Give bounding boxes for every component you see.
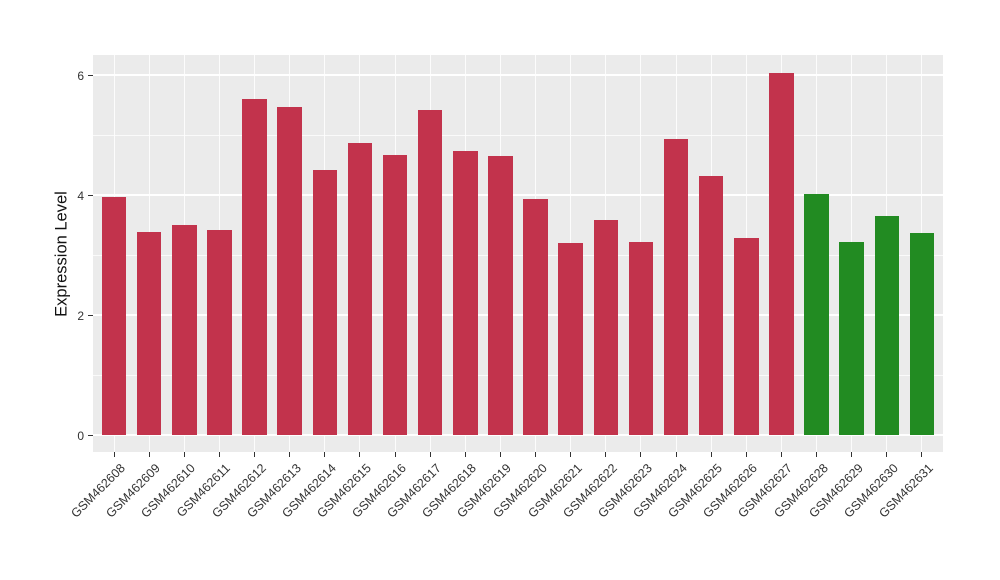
bar-GSM462608 bbox=[101, 196, 127, 435]
y-axis-title: Expression Level bbox=[52, 191, 71, 317]
x-tick-mark bbox=[359, 452, 361, 457]
bar-GSM462624 bbox=[663, 139, 689, 435]
x-tick-mark bbox=[570, 452, 572, 457]
x-tick-mark bbox=[921, 452, 923, 457]
y-tick-label: 6 bbox=[77, 69, 84, 83]
x-tick-mark bbox=[851, 452, 853, 457]
x-tick-mark bbox=[675, 452, 677, 457]
x-tick-mark bbox=[605, 452, 607, 457]
bar-GSM462621 bbox=[558, 243, 583, 435]
bar-GSM462613 bbox=[277, 106, 302, 435]
y-tick-mark bbox=[88, 75, 93, 76]
x-tick-mark bbox=[464, 452, 466, 457]
bar-GSM462620 bbox=[523, 199, 548, 435]
bar-GSM462618 bbox=[453, 151, 478, 435]
y-tick-mark bbox=[88, 315, 93, 316]
y-tick-mark bbox=[88, 435, 93, 436]
bar-GSM462631 bbox=[909, 233, 935, 435]
bar-GSM462627 bbox=[769, 72, 794, 435]
x-tick-mark bbox=[429, 452, 431, 457]
x-tick-mark bbox=[640, 452, 642, 457]
x-tick-mark bbox=[113, 452, 115, 457]
x-tick-mark bbox=[499, 452, 501, 457]
x-tick-label: GSM462631 bbox=[876, 459, 996, 521]
bar-GSM462628 bbox=[804, 193, 829, 435]
bar-GSM462623 bbox=[628, 242, 654, 435]
y-tick-label: 4 bbox=[77, 189, 84, 203]
major-gridline bbox=[93, 194, 943, 196]
bar-GSM462617 bbox=[417, 110, 443, 435]
minor-gridline bbox=[93, 255, 943, 256]
x-tick-mark bbox=[148, 452, 150, 457]
x-tick-mark bbox=[886, 452, 888, 457]
bar-GSM462614 bbox=[312, 170, 338, 435]
bar-GSM462630 bbox=[874, 216, 900, 435]
major-gridline bbox=[93, 314, 943, 316]
major-gridline bbox=[93, 74, 943, 76]
x-tick-mark bbox=[394, 452, 396, 457]
bar-GSM462615 bbox=[347, 143, 373, 435]
bar-GSM462616 bbox=[382, 154, 408, 435]
y-tick-label: 2 bbox=[77, 309, 84, 323]
x-tick-mark bbox=[710, 452, 712, 457]
bar-GSM462619 bbox=[488, 156, 513, 435]
x-tick-mark bbox=[745, 452, 747, 457]
x-tick-mark bbox=[254, 452, 256, 457]
bar-GSM462611 bbox=[207, 230, 232, 435]
bar-GSM462626 bbox=[734, 237, 759, 435]
minor-gridline bbox=[93, 135, 943, 136]
x-tick-mark bbox=[218, 452, 220, 457]
minor-gridline bbox=[93, 375, 943, 376]
bar-GSM462610 bbox=[172, 225, 197, 435]
x-tick-mark bbox=[816, 452, 818, 457]
bar-GSM462612 bbox=[242, 99, 267, 435]
bar-GSM462622 bbox=[593, 220, 619, 435]
x-tick-mark bbox=[183, 452, 185, 457]
bar-GSM462625 bbox=[698, 175, 724, 435]
x-tick-mark bbox=[535, 452, 537, 457]
major-gridline bbox=[93, 434, 943, 436]
y-tick-mark bbox=[88, 195, 93, 196]
plot-area bbox=[93, 55, 943, 452]
y-tick-label: 0 bbox=[77, 429, 84, 443]
x-tick-mark bbox=[289, 452, 291, 457]
bar-GSM462629 bbox=[839, 241, 864, 435]
x-tick-mark bbox=[324, 452, 326, 457]
x-tick-mark bbox=[780, 452, 782, 457]
bar-GSM462609 bbox=[136, 231, 162, 435]
